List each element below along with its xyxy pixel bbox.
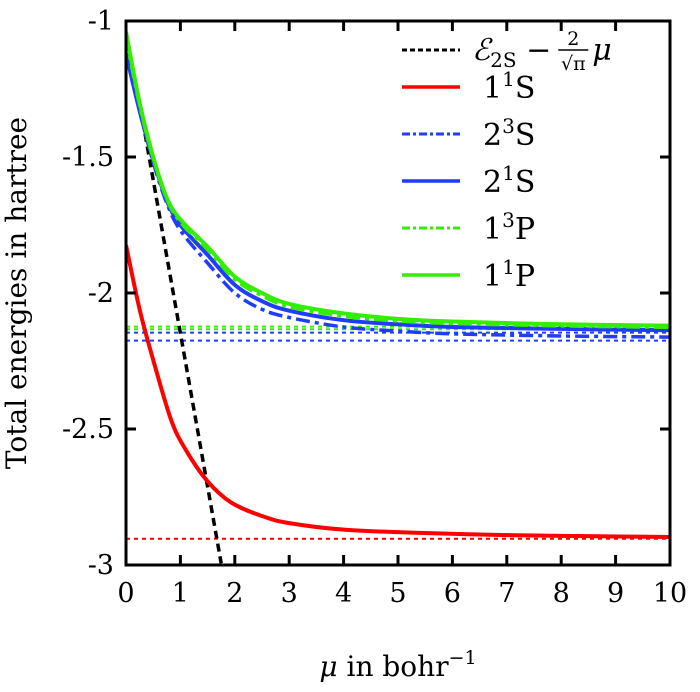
series-line: [126, 31, 670, 328]
legend-fraction: 2 √π: [558, 28, 589, 75]
x-tick-label: 9: [607, 578, 624, 609]
legend-fraction-denominator: √π: [561, 53, 586, 75]
legend-label: 11S: [483, 67, 535, 106]
x-axis-label: μ in bohr−1: [319, 647, 476, 683]
x-tick-label: 6: [444, 578, 461, 609]
legend-label: 13P: [483, 208, 535, 247]
x-tick-label: 1: [172, 578, 189, 609]
y-tick-label: -2: [88, 278, 114, 309]
legend-label: 23S: [483, 114, 535, 153]
x-tick-label: 0: [117, 578, 134, 609]
x-tick-label: 5: [389, 578, 406, 609]
y-tick-label: -2.5: [62, 414, 114, 445]
legend-label: 21S: [483, 161, 535, 200]
x-tick-label: 7: [498, 578, 515, 609]
y-tick-label: -1: [88, 6, 114, 37]
legend-label: 11P: [483, 255, 535, 294]
series-line: [126, 53, 670, 339]
x-tick-label: 8: [553, 578, 570, 609]
y-tick-label: -1.5: [62, 142, 114, 173]
series-line: [126, 53, 670, 333]
x-tick-label: 3: [281, 578, 298, 609]
series-line: [126, 36, 670, 330]
x-tick-label: 4: [335, 578, 352, 609]
x-tick-label: 10: [653, 578, 687, 609]
legend-label: ℰ2S −: [472, 33, 551, 72]
series-line: [143, 133, 223, 564]
x-tick-label: 2: [226, 578, 243, 609]
legend-mu: μ: [592, 33, 612, 68]
y-tick-label: -3: [88, 550, 114, 581]
legend-fraction-numerator: 2: [567, 28, 579, 50]
series-line: [126, 244, 670, 539]
legend: ℰ2S − 2 √π μ 11S 23S 21S 13P 11P: [402, 28, 612, 294]
y-axis-label: Total energies in hartree: [0, 117, 33, 469]
